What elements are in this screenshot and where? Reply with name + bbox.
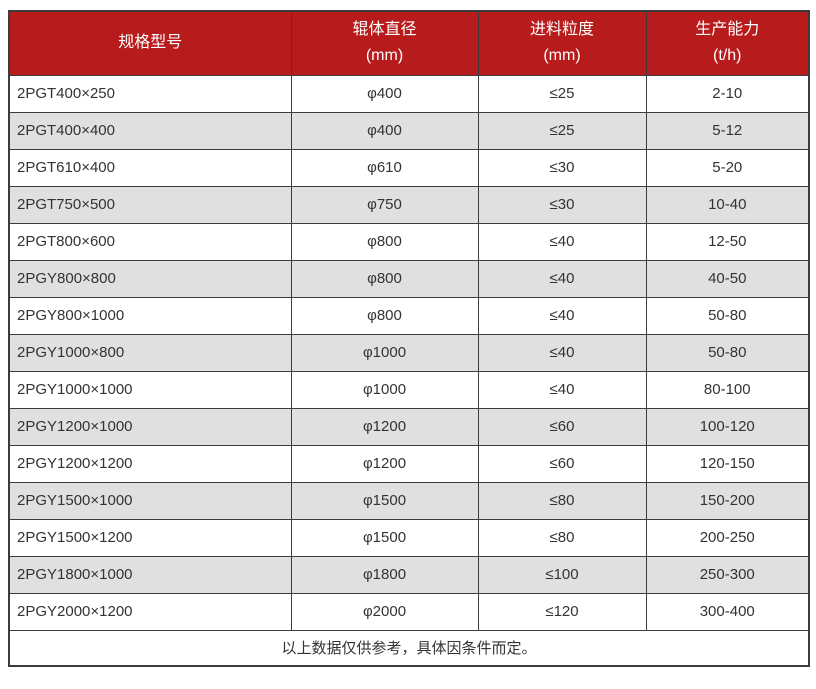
model-cell: 2PGT750×500 <box>8 185 292 224</box>
header-model-column: 规格型号 <box>8 10 292 76</box>
specification-table: 规格型号 辊体直径 (mm) 进料粒度 (mm) 生产能力 (t/h) 2PGT… <box>8 10 810 667</box>
capacity-cell: 250-300 <box>645 555 810 594</box>
header-roller-diameter-column: 辊体直径 (mm) <box>290 10 479 76</box>
table-row: 2PGT800×600 φ800 ≤40 12-50 <box>8 222 810 261</box>
roller-diameter-cell: φ800 <box>290 296 479 335</box>
table-body: 2PGT400×250 φ400 ≤25 2-10 2PGT400×400 φ400 ≤25… <box>8 74 810 631</box>
feed-size-cell: ≤40 <box>477 259 647 298</box>
roller-diameter-cell: φ800 <box>290 259 479 298</box>
table-row: 2PGY1500×1200 φ1500 ≤80 200-250 <box>8 518 810 557</box>
feed-size-cell: ≤40 <box>477 222 647 261</box>
table-row: 2PGT750×500 φ750 ≤30 10-40 <box>8 185 810 224</box>
feed-size-cell: ≤40 <box>477 370 647 409</box>
feed-size-cell: ≤25 <box>477 74 647 113</box>
table-row: 2PGY800×800 φ800 ≤40 40-50 <box>8 259 810 298</box>
roller-diameter-cell: φ750 <box>290 185 479 224</box>
roller-diameter-cell: φ1200 <box>290 444 479 483</box>
capacity-cell: 12-50 <box>645 222 810 261</box>
feed-size-cell: ≤25 <box>477 111 647 150</box>
table-row: 2PGY2000×1200 φ2000 ≤120 300-400 <box>8 592 810 631</box>
header-feed-size-unit: (mm) <box>543 47 581 65</box>
header-capacity-unit: (t/h) <box>713 47 742 65</box>
table-row: 2PGY800×1000 φ800 ≤40 50-80 <box>8 296 810 335</box>
roller-diameter-cell: φ1200 <box>290 407 479 446</box>
model-cell: 2PGT610×400 <box>8 148 292 187</box>
header-feed-size-label: 进料粒度 <box>529 21 594 39</box>
roller-diameter-cell: φ800 <box>290 222 479 261</box>
capacity-cell: 50-80 <box>645 333 810 372</box>
capacity-cell: 150-200 <box>645 481 810 520</box>
feed-size-cell: ≤30 <box>477 148 647 187</box>
capacity-cell: 50-80 <box>645 296 810 335</box>
table-row: 2PGY1800×1000 φ1800 ≤100 250-300 <box>8 555 810 594</box>
capacity-cell: 10-40 <box>645 185 810 224</box>
table-row: 2PGY1200×1200 φ1200 ≤60 120-150 <box>8 444 810 483</box>
feed-size-cell: ≤80 <box>477 518 647 557</box>
model-cell: 2PGY1500×1200 <box>8 518 292 557</box>
model-cell: 2PGY1200×1000 <box>8 407 292 446</box>
header-roller-diameter-label: 辊体直径 <box>352 21 417 39</box>
roller-diameter-cell: φ1000 <box>290 370 479 409</box>
model-cell: 2PGY2000×1200 <box>8 592 292 631</box>
footnote-row: 以上数据仅供参考，具体因条件而定。 <box>8 629 810 667</box>
feed-size-cell: ≤80 <box>477 481 647 520</box>
roller-diameter-cell: φ400 <box>290 111 479 150</box>
header-row: 规格型号 辊体直径 (mm) 进料粒度 (mm) 生产能力 (t/h) <box>8 10 810 76</box>
capacity-cell: 5-12 <box>645 111 810 150</box>
header-model-label: 规格型号 <box>118 34 183 52</box>
roller-diameter-cell: φ1500 <box>290 481 479 520</box>
model-cell: 2PGY1500×1000 <box>8 481 292 520</box>
table-row: 2PGY1500×1000 φ1500 ≤80 150-200 <box>8 481 810 520</box>
footnote-text: 以上数据仅供参考，具体因条件而定。 <box>8 629 810 667</box>
capacity-cell: 100-120 <box>645 407 810 446</box>
feed-size-cell: ≤30 <box>477 185 647 224</box>
capacity-cell: 40-50 <box>645 259 810 298</box>
feed-size-cell: ≤60 <box>477 444 647 483</box>
feed-size-cell: ≤60 <box>477 407 647 446</box>
header-capacity-column: 生产能力 (t/h) <box>645 10 810 76</box>
table-row: 2PGT400×250 φ400 ≤25 2-10 <box>8 74 810 113</box>
table-footer: 以上数据仅供参考，具体因条件而定。 <box>8 629 810 667</box>
feed-size-cell: ≤40 <box>477 296 647 335</box>
capacity-cell: 2-10 <box>645 74 810 113</box>
model-cell: 2PGY1000×800 <box>8 333 292 372</box>
table-row: 2PGY1000×1000 φ1000 ≤40 80-100 <box>8 370 810 409</box>
capacity-cell: 80-100 <box>645 370 810 409</box>
header-roller-diameter-unit: (mm) <box>365 47 404 65</box>
header-capacity-label: 生产能力 <box>695 21 760 39</box>
capacity-cell: 120-150 <box>645 444 810 483</box>
header-feed-size-column: 进料粒度 (mm) <box>477 10 647 76</box>
table-row: 2PGT400×400 φ400 ≤25 5-12 <box>8 111 810 150</box>
capacity-cell: 300-400 <box>645 592 810 631</box>
table-row: 2PGT610×400 φ610 ≤30 5-20 <box>8 148 810 187</box>
roller-diameter-cell: φ610 <box>290 148 479 187</box>
roller-diameter-cell: φ1000 <box>290 333 479 372</box>
roller-diameter-cell: φ2000 <box>290 592 479 631</box>
table-row: 2PGY1200×1000 φ1200 ≤60 100-120 <box>8 407 810 446</box>
model-cell: 2PGY800×800 <box>8 259 292 298</box>
model-cell: 2PGT400×400 <box>8 111 292 150</box>
model-cell: 2PGT400×250 <box>8 74 292 113</box>
roller-diameter-cell: φ400 <box>290 74 479 113</box>
roller-diameter-cell: φ1500 <box>290 518 479 557</box>
model-cell: 2PGY1800×1000 <box>8 555 292 594</box>
model-cell: 2PGY1200×1200 <box>8 444 292 483</box>
feed-size-cell: ≤100 <box>477 555 647 594</box>
capacity-cell: 5-20 <box>645 148 810 187</box>
feed-size-cell: ≤120 <box>477 592 647 631</box>
table-header: 规格型号 辊体直径 (mm) 进料粒度 (mm) 生产能力 (t/h) <box>8 10 810 76</box>
model-cell: 2PGY1000×1000 <box>8 370 292 409</box>
table-row: 2PGY1000×800 φ1000 ≤40 50-80 <box>8 333 810 372</box>
capacity-cell: 200-250 <box>645 518 810 557</box>
roller-diameter-cell: φ1800 <box>290 555 479 594</box>
model-cell: 2PGT800×600 <box>8 222 292 261</box>
model-cell: 2PGY800×1000 <box>8 296 292 335</box>
feed-size-cell: ≤40 <box>477 333 647 372</box>
